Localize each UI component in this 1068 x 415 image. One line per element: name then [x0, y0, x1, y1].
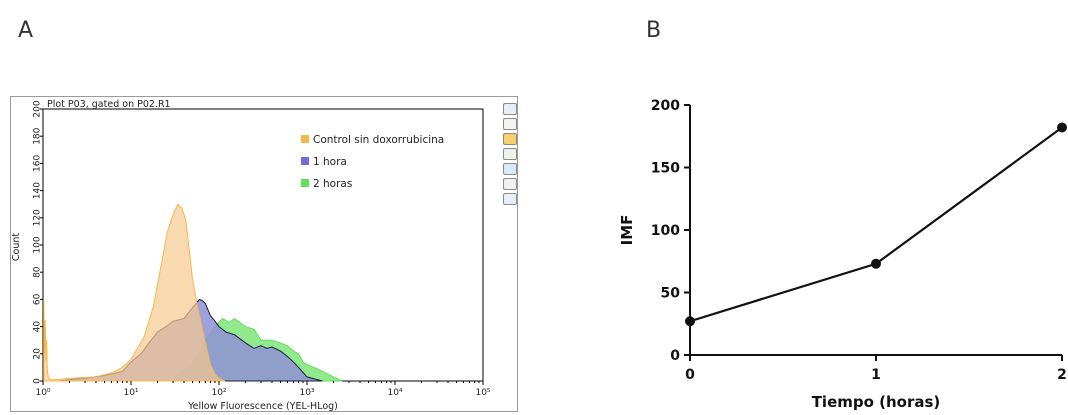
histogram-title: Plot P03, gated on P02.R1 — [47, 99, 171, 110]
y-tick-label: 0 — [670, 348, 680, 364]
imf-line-chart: 0 50 100 150 200 0 1 2 Tiempo (horas) IMF — [618, 98, 1067, 411]
y-tick-label: 0 — [33, 378, 43, 384]
data-point — [871, 258, 881, 269]
export-icon[interactable] — [503, 148, 517, 160]
y-tick-label: 200 — [651, 98, 680, 114]
color-palette-icon[interactable] — [503, 133, 517, 145]
legend-label: 1 hora — [313, 156, 347, 168]
histogram-series-0 — [43, 203, 226, 382]
magnifier-icon[interactable] — [503, 103, 517, 115]
legend-swatch — [301, 157, 309, 165]
y-tick-label: 60 — [33, 293, 43, 305]
y-tick-label: 150 — [651, 161, 680, 177]
legend-label: Control sin doxorrubicina — [313, 134, 444, 146]
y-tick-label: 160 — [33, 155, 43, 172]
x-tick-label: 10⁰ — [35, 388, 50, 398]
save-icon[interactable] — [503, 163, 517, 175]
x-tick-label: 0 — [685, 367, 695, 383]
panel-label-b: B — [646, 18, 662, 43]
print-icon[interactable] — [503, 178, 517, 190]
legend-swatch — [301, 179, 309, 187]
x-axis-label: Tiempo (horas) — [812, 393, 941, 411]
y-tick-label: 120 — [33, 209, 43, 226]
x-tick-label: 1 — [871, 367, 881, 383]
x-tick-label: 10⁵ — [475, 388, 490, 398]
histogram-x-axis-label: Yellow Fluorescence (YEL-HLog) — [187, 401, 338, 411]
y-tick-label: 180 — [33, 127, 43, 144]
panel-label-a: A — [18, 18, 34, 43]
histogram-y-axis-label: Count — [11, 233, 22, 261]
x-tick-label: 10⁴ — [387, 388, 402, 398]
y-axis-label: IMF — [618, 215, 636, 246]
zoom-icon[interactable] — [503, 193, 517, 205]
y-tick-label: 100 — [651, 223, 680, 239]
histogram-panel: 10⁰ 10¹ 10² 10³ 10⁴ 10⁵ 0 20 40 60 80 100 120 140 160 1… — [10, 96, 518, 412]
y-tick-label: 20 — [33, 348, 43, 360]
x-tick-label: 10² — [211, 388, 226, 398]
y-tick-label: 140 — [33, 182, 43, 199]
data-point — [1057, 122, 1067, 133]
y-tick-label: 40 — [33, 321, 43, 333]
x-tick-label: 10³ — [299, 388, 314, 398]
legend-label: 2 horas — [313, 178, 352, 190]
x-tick-label: 2 — [1057, 367, 1067, 383]
y-tick-label: 100 — [33, 236, 43, 253]
x-tick-label: 10¹ — [123, 388, 138, 398]
y-tick-label: 200 — [33, 100, 43, 117]
legend-swatch — [301, 135, 309, 143]
data-point — [685, 316, 695, 327]
copy-icon[interactable] — [503, 118, 517, 130]
y-tick-label: 50 — [661, 286, 681, 302]
imf-series-line — [689, 126, 1063, 323]
histogram-chart: 10⁰ 10¹ 10² 10³ 10⁴ 10⁵ 0 20 40 60 80 100 120 140 160 1… — [11, 99, 491, 411]
y-tick-label: 80 — [33, 266, 43, 278]
